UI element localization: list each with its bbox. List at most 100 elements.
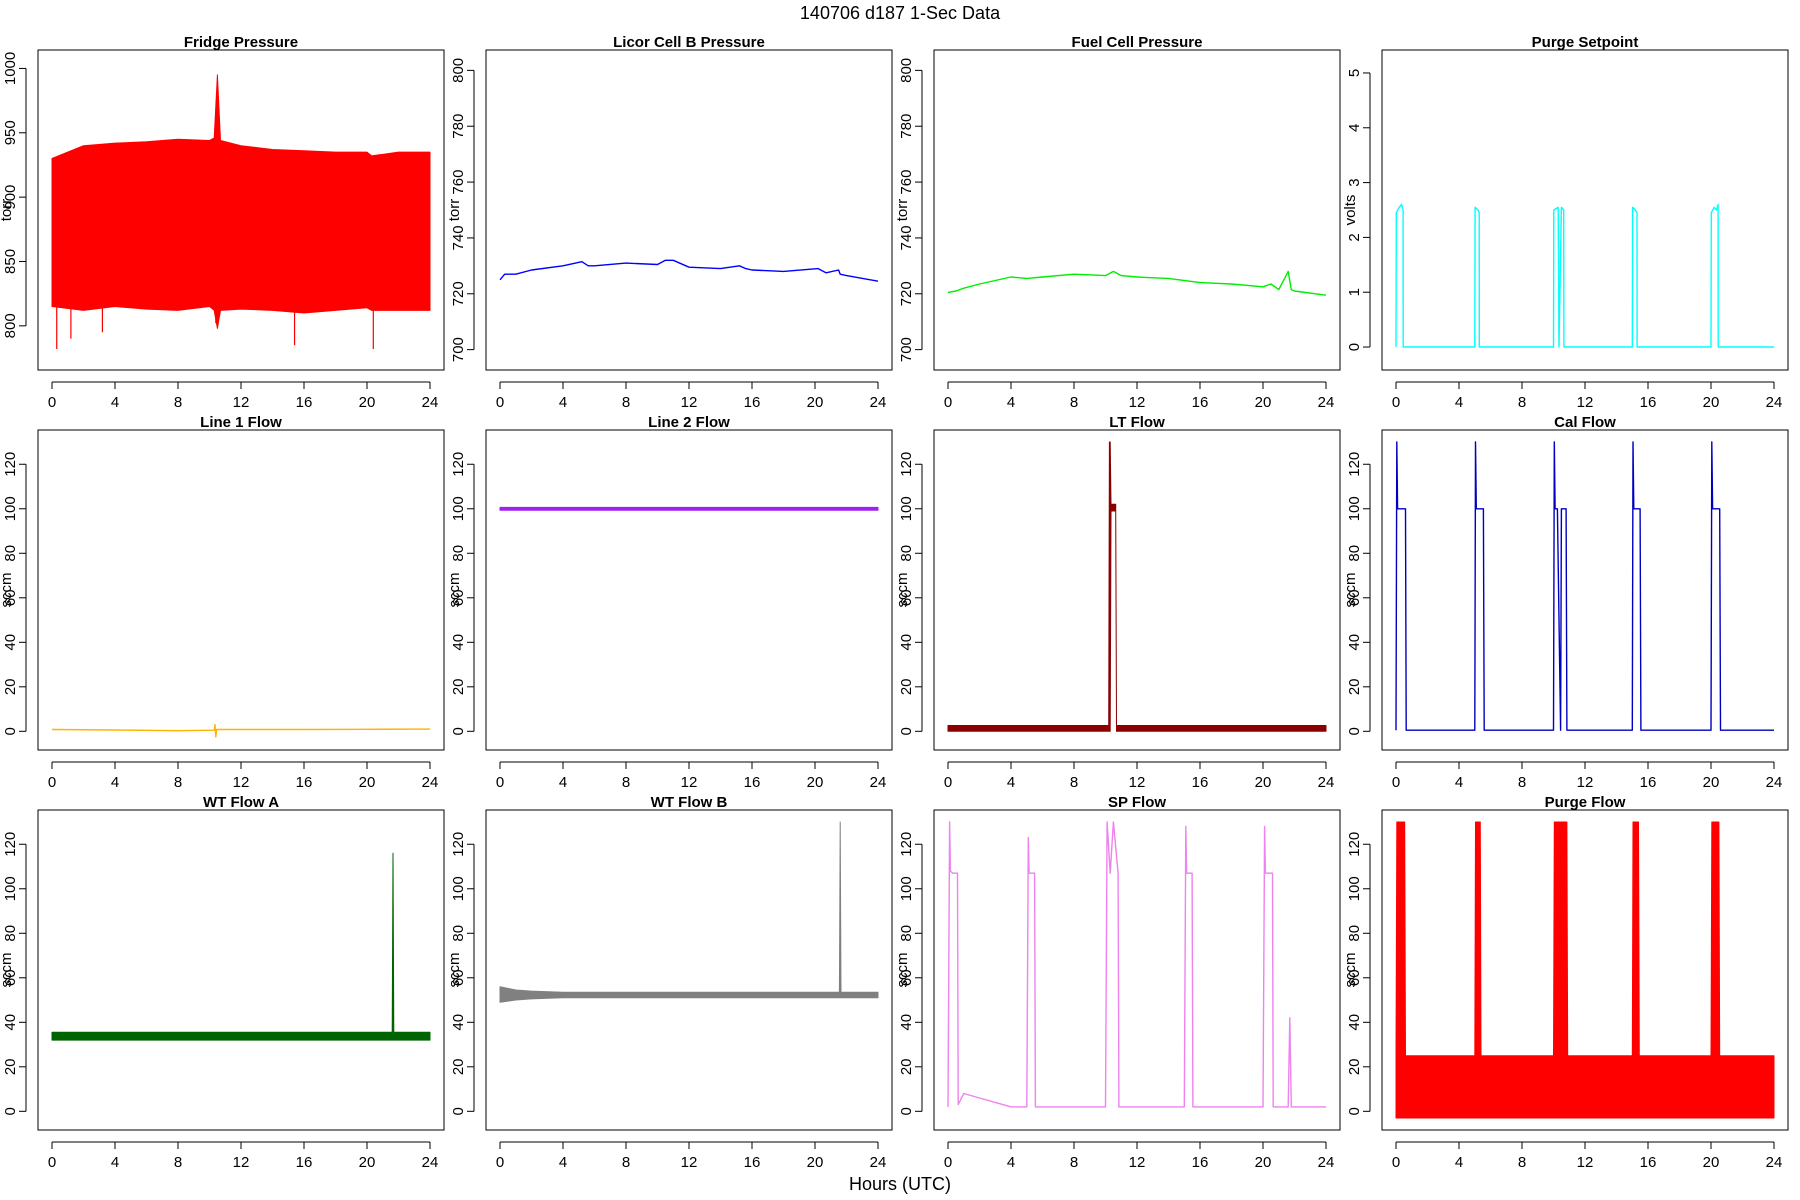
cal-flow-x-tick-label: 0 (1392, 774, 1400, 791)
sp-flow-x-tick-label: 20 (1255, 1154, 1272, 1171)
line-1-flow-series-line (51, 723, 431, 738)
cal-flow-series-line (1395, 441, 1774, 731)
wt-flow-a-x-tick-label: 8 (174, 1154, 182, 1171)
wt-flow-a-y-axis: 0 20 40 60 80 100 120 (2, 832, 27, 1115)
sp-flow-y-tick-label: 100 (898, 876, 915, 901)
line-1-flow-x-axis: 0 4 8 12 16 20 24 (48, 761, 439, 791)
fuel-cell-pressure-y-tick-label: 740 (898, 225, 915, 250)
line-2-flow-frame (485, 429, 893, 751)
wt-flow-b-y-axis: 0 20 40 60 80 100 120 (450, 832, 475, 1115)
sp-flow-y-axis: 0 20 40 60 80 100 120 (898, 832, 923, 1115)
line-2-flow-y-tick-label: 60 (450, 589, 467, 606)
lt-flow-x-axis: 0 4 8 12 16 20 24 (944, 761, 1334, 791)
licor-cell-b-pressure-x-tick-label: 16 (744, 394, 761, 411)
purge-setpoint-y-tick-label: 1 (1346, 288, 1363, 296)
wt-flow-b-x-tick-label: 20 (807, 1154, 824, 1171)
sp-flow-frame (933, 809, 1341, 1131)
wt-flow-b-x-tick-label: 24 (870, 1154, 887, 1171)
lt-flow-x-tick-label: 20 (1255, 774, 1272, 791)
figure-xlabel: Hours (UTC) (849, 1174, 951, 1194)
fridge-pressure-x-tick-label: 12 (233, 394, 250, 411)
cal-flow-x-tick-label: 4 (1455, 774, 1463, 791)
fridge-pressure-x-axis: 0 4 8 12 16 20 24 (48, 381, 438, 411)
purge-flow-x-tick-label: 12 (1577, 1154, 1594, 1171)
lt-flow-y-tick-label: 0 (898, 727, 915, 735)
fridge-pressure-x-tick-label: 8 (174, 394, 182, 411)
purge-flow-y-tick-label: 120 (1346, 832, 1363, 857)
wt-flow-a-title: WT Flow A (203, 794, 279, 811)
line-2-flow-title: Line 2 Flow (648, 414, 730, 431)
cal-flow-y-tick-label: 20 (1346, 678, 1363, 695)
line-2-flow-y-tick-label: 20 (450, 678, 467, 695)
wt-flow-a-y-tick-label: 0 (2, 1107, 19, 1115)
licor-cell-b-pressure-y-tick-label: 700 (450, 337, 467, 362)
lt-flow-x-tick-label: 16 (1192, 774, 1209, 791)
fridge-pressure-x-tick-label: 0 (48, 394, 56, 411)
wt-flow-a-series-band (51, 852, 431, 1041)
cal-flow-y-label: sccm (1342, 573, 1359, 608)
fuel-cell-pressure-x-tick-label: 0 (944, 394, 952, 411)
purge-flow-y-tick-label: 0 (1346, 1107, 1363, 1115)
line-1-flow-x-tick-label: 4 (111, 774, 119, 791)
wt-flow-b-y-tick-label: 60 (450, 969, 467, 986)
line-1-flow-y-tick-label: 60 (2, 589, 19, 606)
purge-setpoint-x-tick-label: 20 (1703, 394, 1720, 411)
wt-flow-b-y-tick-label: 40 (450, 1014, 467, 1031)
cal-flow-x-axis: 0 4 8 12 16 20 24 (1392, 761, 1782, 791)
licor-cell-b-pressure-x-tick-label: 20 (807, 394, 824, 411)
purge-flow-x-tick-label: 0 (1392, 1154, 1400, 1171)
purge-flow-y-tick-label: 60 (1346, 969, 1363, 986)
cal-flow-y-tick-label: 40 (1346, 634, 1363, 651)
licor-cell-b-pressure-y-axis: 700 720 740 760 780 800 (450, 58, 475, 362)
purge-flow-plot (1395, 821, 1775, 1119)
wt-flow-a-x-tick-label: 4 (111, 1154, 119, 1171)
sp-flow-y-label: sccm (894, 953, 911, 988)
fuel-cell-pressure-x-tick-label: 8 (1070, 394, 1078, 411)
purge-setpoint-y-axis: 0 1 2 3 4 5 (1346, 69, 1371, 351)
fuel-cell-pressure-y-label: torr (894, 199, 911, 222)
line-2-flow-y-tick-label: 80 (450, 545, 467, 562)
purge-setpoint-y-tick-label: 3 (1346, 178, 1363, 186)
licor-cell-b-pressure-x-axis: 0 4 8 12 16 20 24 (496, 381, 886, 411)
line-2-flow-x-tick-label: 24 (870, 774, 887, 791)
cal-flow-y-tick-label: 120 (1346, 452, 1363, 477)
fridge-pressure-title: Fridge Pressure (184, 34, 298, 51)
wt-flow-b-y-tick-label: 100 (450, 876, 467, 901)
licor-cell-b-pressure-y-label: torr (446, 199, 463, 222)
wt-flow-b-series-band (499, 821, 879, 1003)
fridge-pressure-y-tick-label: 950 (2, 120, 19, 145)
line-2-flow-plot (499, 506, 879, 511)
line-2-flow-x-tick-label: 12 (681, 774, 698, 791)
fuel-cell-pressure-title: Fuel Cell Pressure (1072, 34, 1203, 51)
line-2-flow-x-axis: 0 4 8 12 16 20 24 (496, 761, 887, 791)
lt-flow-y-tick-label: 80 (898, 545, 915, 562)
line-1-flow-y-tick-label: 120 (2, 452, 19, 477)
licor-cell-b-pressure-x-tick-label: 12 (681, 394, 698, 411)
cal-flow-y-tick-label: 0 (1346, 727, 1363, 735)
purge-setpoint-y-tick-label: 5 (1346, 69, 1363, 77)
wt-flow-a-x-axis: 0 4 8 12 16 20 24 (48, 1141, 438, 1171)
lt-flow-series-band (947, 441, 1327, 732)
wt-flow-a-y-tick-label: 100 (2, 876, 19, 901)
line-1-flow-x-tick-label: 24 (422, 774, 439, 791)
purge-flow-y-tick-label: 80 (1346, 925, 1363, 942)
wt-flow-a-x-tick-label: 20 (359, 1154, 376, 1171)
purge-setpoint-plot (1395, 203, 1774, 348)
purge-flow-y-tick-label: 20 (1346, 1058, 1363, 1075)
purge-flow-title: Purge Flow (1545, 794, 1626, 811)
sp-flow-title: SP Flow (1108, 794, 1166, 811)
wt-flow-b-x-tick-label: 12 (681, 1154, 698, 1171)
wt-flow-a-x-tick-label: 12 (233, 1154, 250, 1171)
lt-flow-x-tick-label: 12 (1129, 774, 1146, 791)
purge-setpoint-y-tick-label: 0 (1346, 343, 1363, 351)
fridge-pressure-frame (37, 49, 445, 371)
wt-flow-a-y-tick-label: 60 (2, 969, 19, 986)
cal-flow-y-axis: 0 20 40 60 80 100 120 (1346, 452, 1371, 735)
panel-wt-flow-b: WT Flow B 0 4 8 12 16 20 24 0 20 40 60 80 100 120 sccm (446, 794, 893, 1171)
line-1-flow-x-tick-label: 0 (48, 774, 56, 791)
wt-flow-b-y-tick-label: 20 (450, 1058, 467, 1075)
line-1-flow-y-tick-label: 100 (2, 496, 19, 521)
line-2-flow-y-tick-label: 0 (450, 727, 467, 735)
purge-flow-y-axis: 0 20 40 60 80 100 120 (1346, 832, 1371, 1115)
purge-setpoint-title: Purge Setpoint (1532, 34, 1639, 51)
